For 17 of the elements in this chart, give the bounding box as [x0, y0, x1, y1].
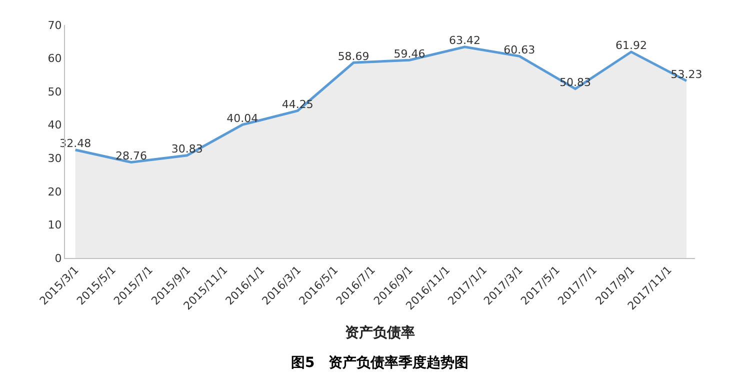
data-label: 60.63: [504, 43, 536, 56]
text: 图5 资产负债率季度趋势图: [291, 354, 469, 371]
data-label: 63.42: [449, 34, 480, 48]
y-tick-label: 60: [48, 52, 62, 66]
y-tick-label: 50: [48, 85, 62, 98]
data-label: 58.69: [338, 50, 370, 63]
y-tick-label: 0: [54, 252, 62, 265]
y-tick-label: 70: [48, 18, 62, 32]
y-tick-label: 20: [48, 185, 62, 198]
y-tick-label: 40: [48, 118, 62, 132]
data-label: 40.04: [226, 112, 258, 125]
y-tick-label: 30: [48, 152, 62, 165]
x-axis-title: 资产负债率: [345, 324, 415, 341]
y-tick-label: 10: [48, 218, 62, 232]
data-label: 61.92: [615, 39, 647, 52]
data-label: 28.76: [115, 150, 147, 163]
data-label: 59.46: [394, 47, 426, 60]
